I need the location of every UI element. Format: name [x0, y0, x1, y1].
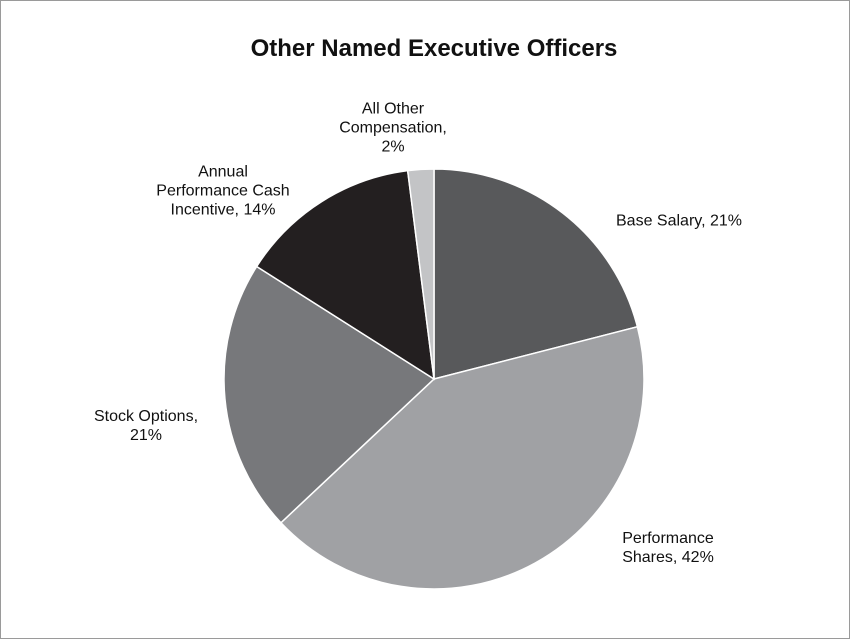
slice-label: Base Salary, 21%: [616, 212, 742, 230]
pie-slice: [279, 325, 645, 590]
slice-label: All Other Compensation, 2%: [339, 100, 447, 156]
slice-label: Annual Performance Cash Incentive, 14%: [156, 163, 290, 219]
pie-slice: [223, 265, 436, 524]
pie-slice: [255, 169, 435, 381]
pie-slice: [433, 168, 639, 380]
chart-title: Other Named Executive Officers: [251, 35, 618, 62]
pie-slice: [406, 168, 435, 380]
slice-label: Stock Options, 21%: [93, 408, 199, 444]
slice-label: Performance Shares, 42%: [622, 530, 714, 566]
